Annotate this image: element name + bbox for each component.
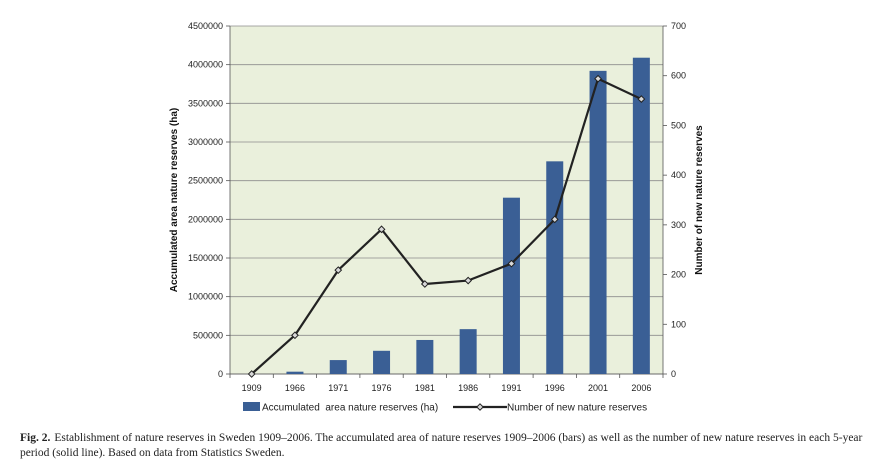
- line-point: [420, 280, 429, 288]
- left-axis-tick-label: 4500000: [188, 21, 223, 31]
- line-point: [464, 276, 473, 285]
- right-axis-tick-label: 300: [671, 220, 686, 230]
- bar: [546, 161, 564, 374]
- x-axis-tick-label: 1976: [372, 383, 392, 393]
- bar: [502, 197, 520, 374]
- right-axis-tick-label: 500: [671, 120, 686, 130]
- x-axis-tick-label: 1986: [458, 383, 478, 393]
- bar: [632, 57, 650, 374]
- x-axis-tick-label: 1981: [415, 383, 435, 393]
- line-point: [507, 259, 516, 268]
- figure-caption: Fig. 2. Establishment of nature reserves …: [20, 431, 865, 461]
- x-axis-tick-label: 1971: [328, 383, 348, 393]
- bar: [286, 371, 304, 374]
- right-axis-tick-label: 700: [671, 21, 686, 31]
- line-point: [334, 266, 343, 275]
- x-axis-tick-label: 1909: [242, 383, 262, 393]
- line-series: [247, 74, 646, 378]
- left-axis-tick-label: 0: [218, 369, 223, 379]
- left-axis-tick-label: 3500000: [188, 98, 223, 108]
- line-point: [291, 331, 299, 340]
- bar: [329, 360, 347, 374]
- left-axis-ticks: 0 500000 1000000 1500000 2000000 2500000 30000…: [188, 21, 230, 379]
- x-axis-ticks: 1909 1966 1971 1976 1981 1986 1991 1996 2001 2006: [229, 374, 664, 393]
- right-axis-tick-label: 600: [671, 71, 686, 81]
- left-axis-tick-label: 3000000: [188, 137, 223, 147]
- left-axis-tick-label: 1000000: [188, 292, 223, 302]
- left-axis-tick-label: 2500000: [188, 176, 223, 186]
- line-point: [550, 215, 559, 224]
- right-axis-tick-label: 200: [671, 270, 686, 280]
- line-point: [594, 74, 602, 83]
- line-path: [250, 77, 642, 375]
- line-point: [247, 370, 256, 378]
- chart: 0500000100000015000002000000250000030000…: [169, 21, 705, 414]
- left-axis-title: Accumulated area nature reserves (ha): [169, 108, 180, 293]
- right-axis-tick-label: 0: [671, 369, 676, 379]
- legend-line-label: Number of new nature reserves: [507, 403, 647, 414]
- legend-line-marker: [476, 403, 484, 411]
- legend-bar-swatch: [243, 402, 260, 411]
- x-axis-tick-label: 1966: [285, 383, 305, 393]
- x-axis-tick-label: 1996: [545, 383, 565, 393]
- bar: [416, 339, 434, 374]
- bar-series: [286, 57, 650, 374]
- left-axis-tick-label: 2000000: [188, 214, 223, 224]
- line-point: [637, 95, 646, 103]
- legend: Accumulated area nature reserves (ha) Nu…: [243, 402, 647, 414]
- right-axis-tick-label: 100: [671, 319, 686, 329]
- bar: [373, 350, 391, 374]
- gridlines: [229, 25, 664, 375]
- left-axis-tick-label: 500000: [193, 330, 223, 340]
- right-axis-ticks: 0 100 200 300 400 500 600 700: [663, 21, 686, 379]
- legend-bar-label: Accumulated area nature reserves (ha): [262, 403, 438, 414]
- x-axis-tick-label: 2006: [631, 383, 651, 393]
- figure-caption-label: Fig. 2.: [20, 432, 51, 444]
- line-point: [377, 225, 386, 234]
- right-axis-tick-label: 400: [671, 170, 686, 180]
- bar: [589, 70, 607, 374]
- left-axis-tick-label: 1500000: [188, 253, 223, 263]
- x-axis-tick-label: 1991: [501, 383, 521, 393]
- x-axis-tick-label: 2001: [588, 383, 608, 393]
- figure-caption-text: Establishment of nature reserves in Swed…: [20, 432, 863, 459]
- right-axis-title: Number of new nature reserves: [694, 125, 705, 275]
- left-axis-tick-label: 4000000: [188, 60, 223, 70]
- bar: [459, 329, 477, 374]
